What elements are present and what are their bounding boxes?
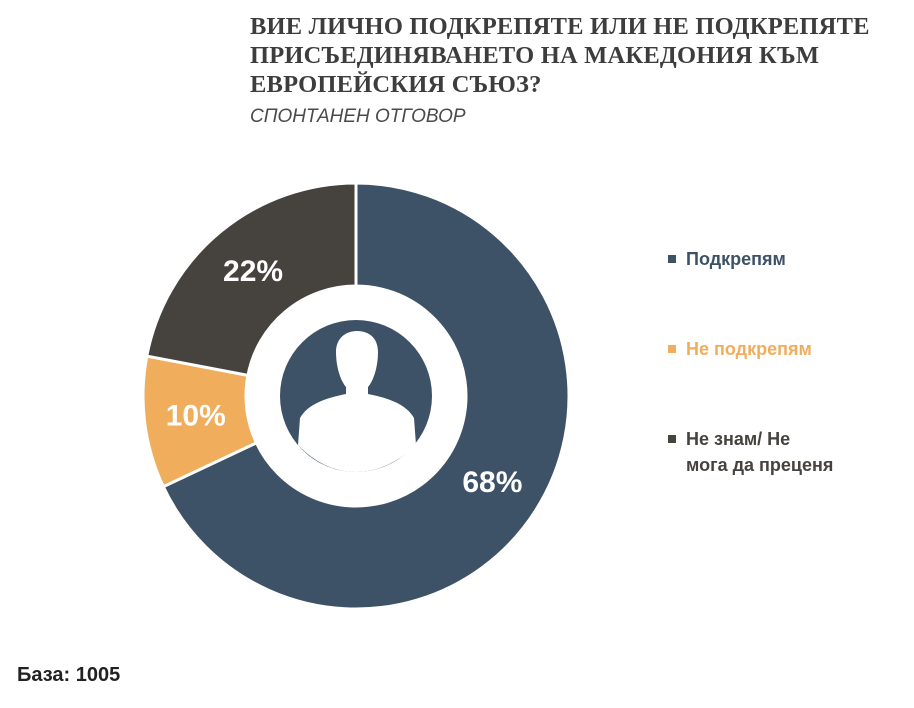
label-no-support: 10% bbox=[166, 400, 226, 433]
legend-swatch bbox=[668, 345, 676, 353]
label-support: 68% bbox=[462, 466, 522, 499]
legend-label: Подкрепям bbox=[686, 249, 786, 269]
base-count: База: 1005 bbox=[17, 664, 121, 686]
legend-item-dont-know: Не знам/ Не мога да преценя bbox=[668, 426, 886, 478]
chart-subtitle: СПОНТАНЕН ОТГОВОР bbox=[250, 106, 466, 127]
legend-label: Не подкрепям bbox=[686, 339, 812, 359]
legend-item-support: Подкрепям bbox=[668, 246, 886, 272]
chart-title: ВИЕ ЛИЧНО ПОДКРЕПЯТЕ ИЛИ НЕ ПОДКРЕПЯТЕ П… bbox=[250, 13, 870, 98]
legend-label: Не знам/ Не мога да преценя bbox=[686, 429, 834, 475]
slice-dont-know bbox=[145, 181, 358, 378]
center-disc bbox=[280, 320, 432, 472]
legend-swatch bbox=[668, 255, 676, 263]
legend-swatch bbox=[668, 435, 676, 443]
person-silhouette-icon bbox=[298, 331, 416, 472]
label-dont-know: 22% bbox=[223, 255, 283, 288]
slice-support bbox=[161, 181, 571, 611]
legend-item-no-support: Не подкрепям bbox=[668, 336, 886, 362]
